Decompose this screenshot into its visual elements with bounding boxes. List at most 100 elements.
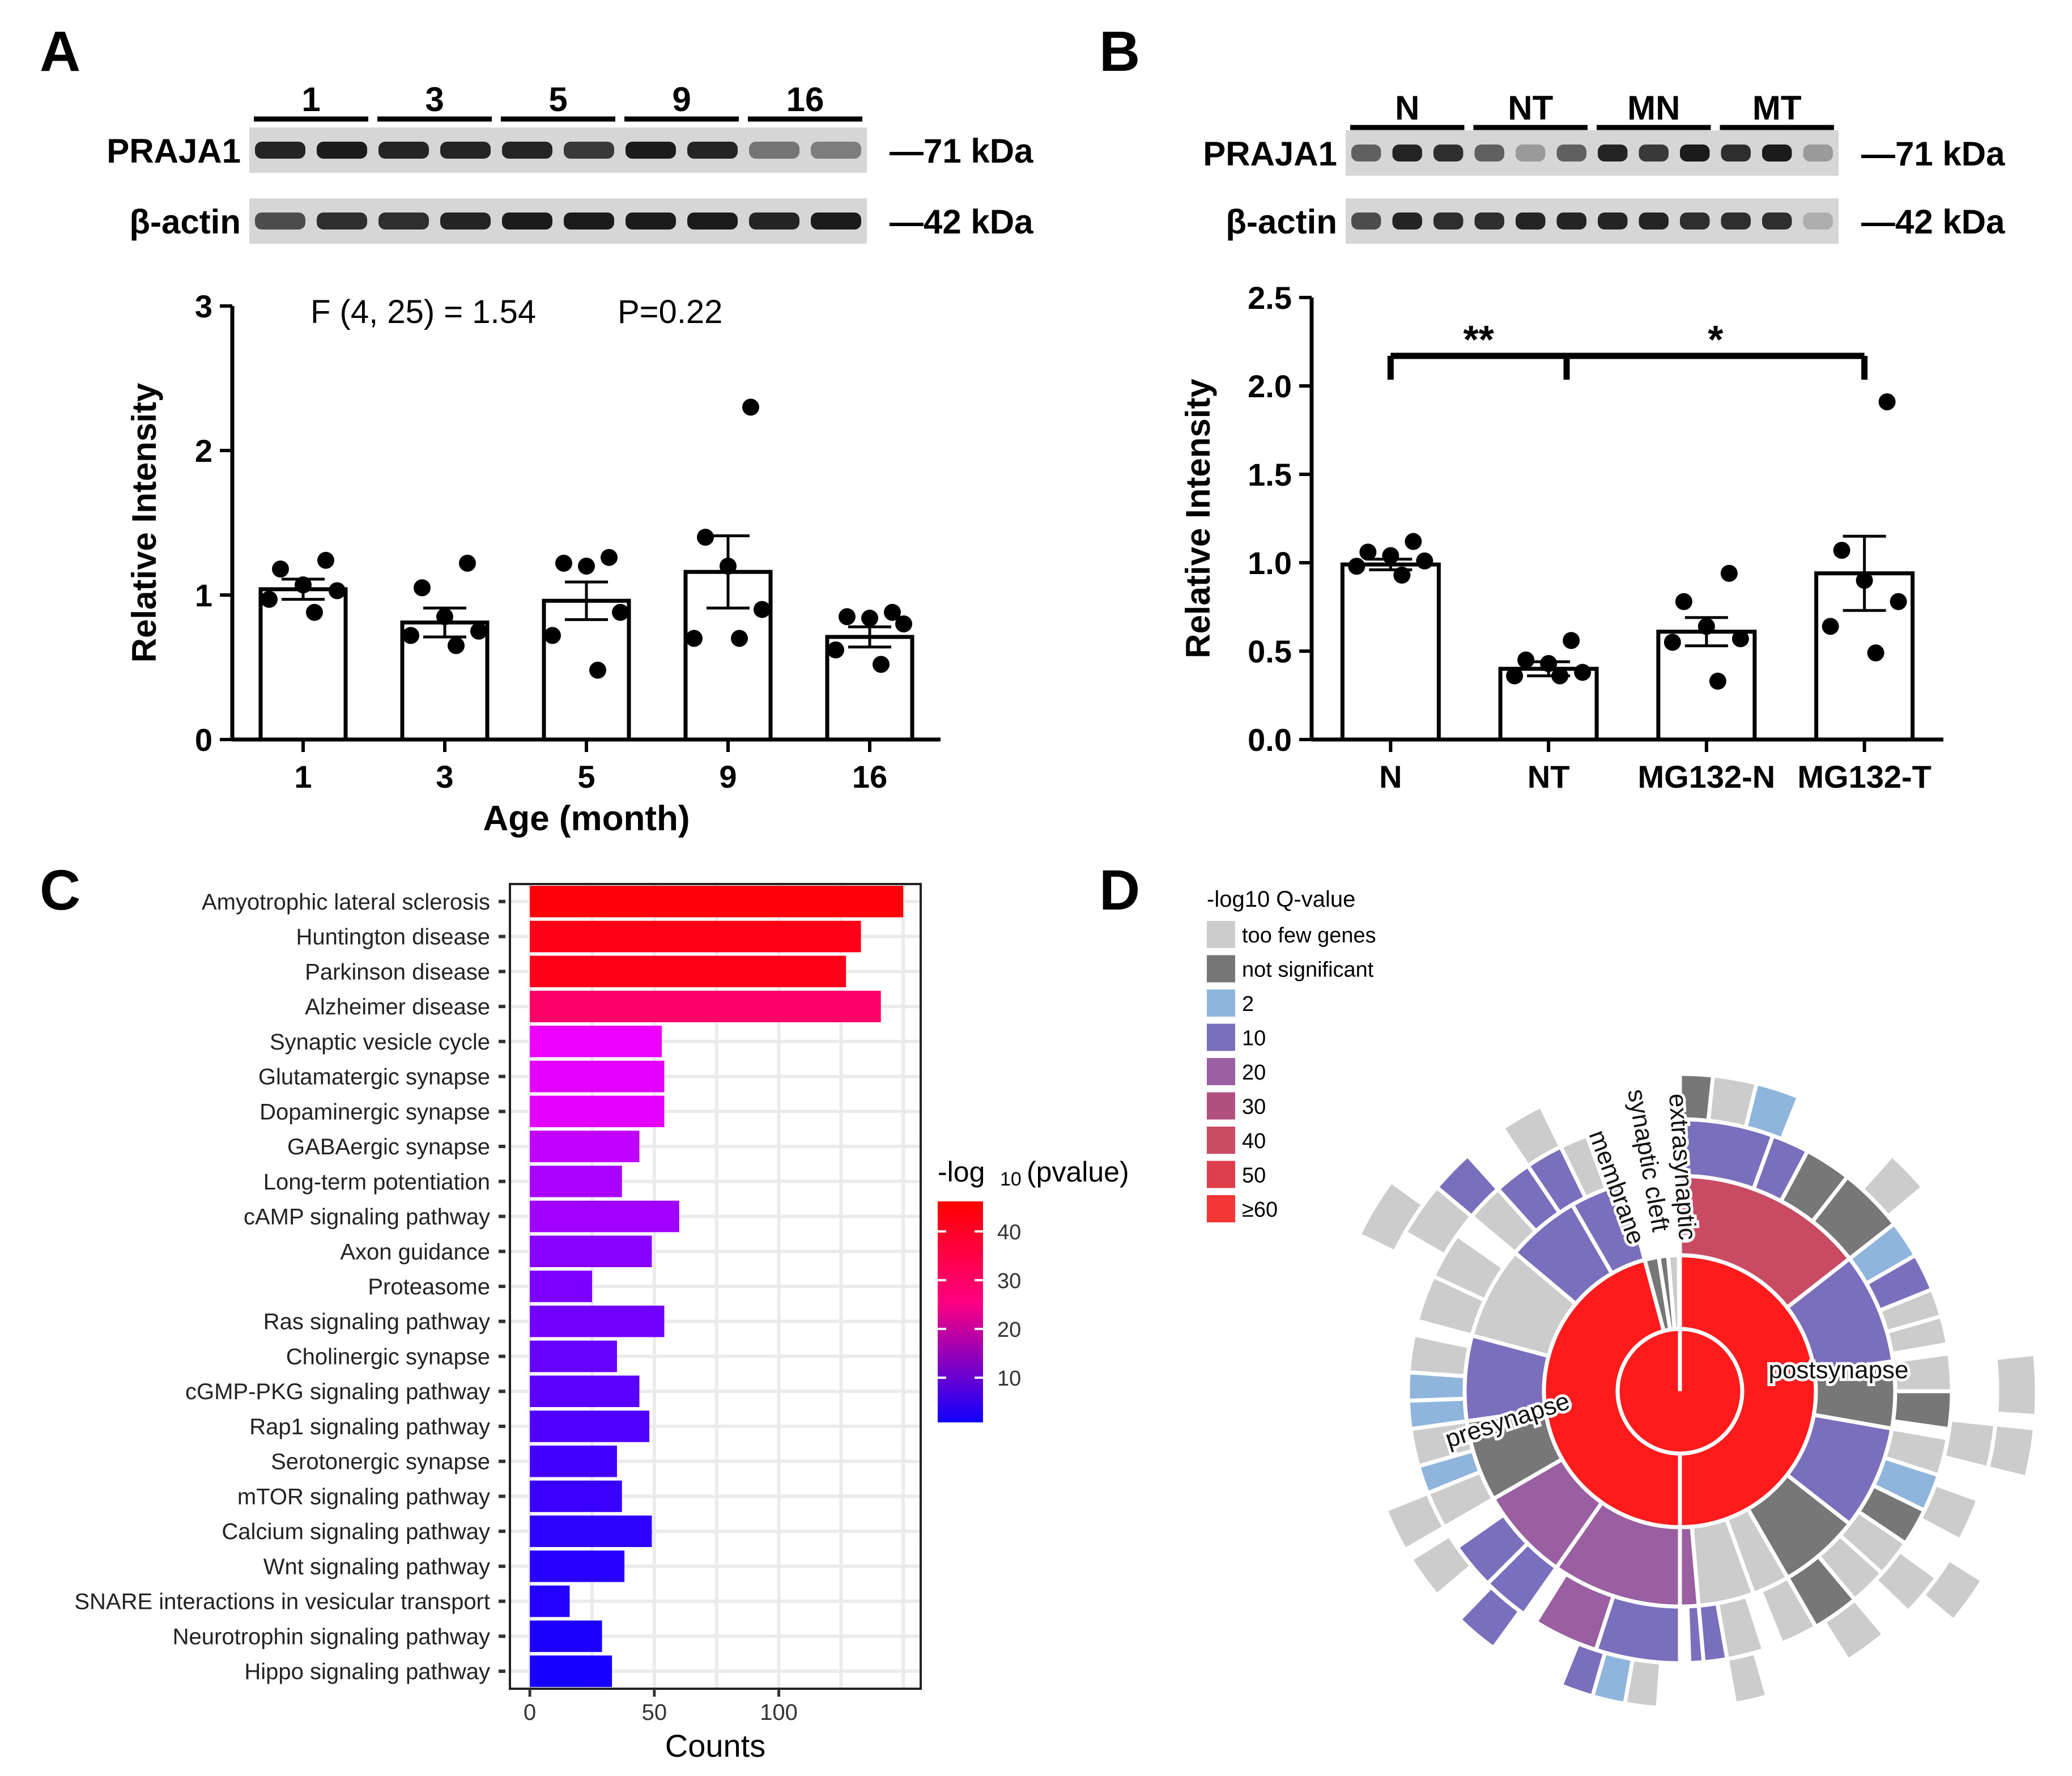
blot-band	[564, 213, 614, 230]
data-point	[1856, 572, 1873, 589]
sunburst-segment	[1685, 1603, 1706, 1665]
legend-label: 30	[1242, 1095, 1266, 1119]
lane-label: 9	[672, 80, 691, 118]
data-point	[555, 554, 572, 572]
blot-band	[687, 142, 738, 159]
legend-label: 40	[1242, 1129, 1266, 1153]
y-axis-label: Relative Intensity	[125, 383, 163, 662]
data-point	[306, 604, 323, 621]
blot-band	[749, 142, 799, 159]
data-point	[1731, 630, 1749, 648]
sunburst-extrasynaptic	[1666, 1253, 1682, 1332]
y-tick-label: Parkinson disease	[305, 959, 490, 984]
data-point	[1697, 618, 1715, 635]
data-point	[1720, 564, 1738, 582]
legend-title: -log	[938, 1156, 985, 1188]
bar	[530, 991, 881, 1022]
blot-band	[1556, 145, 1586, 162]
blot-row-label: PRAJA1	[107, 132, 241, 170]
bar	[530, 1271, 592, 1302]
blot-membrane	[1346, 130, 1839, 176]
lane-label: 16	[786, 80, 824, 118]
data-point	[731, 630, 748, 647]
blot-band	[1598, 213, 1628, 230]
sunburst-segment	[1821, 1596, 1887, 1663]
legend-tick-label: 40	[997, 1221, 1021, 1244]
y-axis-label: Relative Intensity	[1179, 379, 1217, 658]
y-tick-label: Dopaminergic synapse	[259, 1099, 490, 1124]
blot-band	[502, 142, 552, 159]
data-point	[1878, 393, 1896, 411]
data-point	[1393, 566, 1411, 584]
data-point	[1563, 632, 1580, 649]
data-point	[1348, 558, 1365, 575]
lane-label: NT	[1508, 89, 1553, 127]
y-tick-label: 3	[195, 288, 212, 324]
panel-d: D -log10 Q-value too few genes not signifi…	[1099, 859, 2039, 1710]
panel-a-chart: 0 1 2 3 Relative Intensity 1 3 5 9 16 Age (month) F…	[125, 288, 941, 838]
legend-swatch	[1207, 1092, 1235, 1120]
blot-band	[1762, 213, 1792, 230]
x-tick-label: 16	[852, 759, 887, 794]
data-point	[754, 601, 771, 618]
x-tick-label: MG132-T	[1797, 759, 1931, 794]
blot-band	[1721, 145, 1751, 162]
data-point	[1867, 644, 1884, 662]
data-point	[686, 630, 703, 647]
y-tick-label: Cholinergic synapse	[286, 1344, 490, 1369]
data-point	[414, 579, 431, 597]
stat-annotation-p: P=0.22	[618, 294, 722, 330]
blot-row-label: β-actin	[129, 203, 241, 241]
y-tick-label: GABAergic synapse	[287, 1135, 490, 1159]
sunburst-segment	[1985, 1422, 2037, 1480]
y-tick-label: Alzheimer disease	[305, 995, 490, 1019]
y-tick-label: cGMP-PKG signaling pathway	[185, 1379, 490, 1404]
bar	[542, 598, 631, 742]
sunburst-segment	[1454, 1512, 1531, 1587]
blot-band	[317, 213, 367, 230]
data-point	[436, 608, 453, 626]
blot-band	[749, 213, 799, 230]
data-point	[1405, 533, 1422, 550]
data-point	[895, 615, 912, 632]
legend-label: 20	[1242, 1061, 1266, 1085]
bar	[530, 1026, 662, 1057]
sunburst-segment	[1993, 1352, 2039, 1418]
bar	[530, 1095, 665, 1128]
blot-band	[317, 142, 367, 159]
x-tick-label: N	[1379, 759, 1402, 794]
y-tick-label: 2.0	[1248, 368, 1292, 404]
data-point	[697, 529, 714, 546]
blot-band	[811, 142, 861, 159]
blot-band	[626, 213, 676, 230]
bar	[530, 1480, 622, 1512]
panel-d-chart: -log10 Q-value too few genes not significa…	[1207, 887, 2039, 1710]
sunburst-segment	[1920, 1556, 1986, 1624]
y-tick-label: 2.5	[1248, 280, 1292, 316]
legend-label: 2	[1242, 992, 1254, 1016]
y-tick-label: 1	[195, 577, 212, 613]
bar	[258, 587, 348, 742]
bar	[530, 1515, 652, 1547]
data-point	[1822, 618, 1839, 635]
legend-swatch	[1207, 1058, 1235, 1085]
blot-band	[1351, 145, 1381, 162]
blot-band	[1392, 145, 1422, 162]
blot-band	[1516, 145, 1546, 162]
bar	[530, 1445, 617, 1477]
panel-c-chart: Amyotrophic lateral sclerosis Huntington …	[74, 883, 1129, 1764]
data-point	[612, 604, 629, 621]
panel-c-label: C	[40, 859, 80, 922]
y-tick-label: Calcium signaling pathway	[222, 1519, 490, 1544]
blot-band	[1474, 213, 1504, 230]
y-tick-label: 0.0	[1248, 722, 1292, 758]
legend-swatch	[1207, 955, 1235, 983]
bar	[530, 920, 861, 953]
legend-tick-label: 20	[997, 1318, 1021, 1342]
panel-a-blot: 1 3 5 9 16 PRAJA1 —71 kDa β-actin —42 kDa	[107, 80, 1033, 244]
data-point	[1540, 655, 1558, 672]
legend-title-sub: 10	[1000, 1169, 1022, 1190]
data-point	[861, 609, 878, 627]
data-point	[1833, 542, 1850, 559]
sunburst-segment	[1891, 1389, 1954, 1431]
